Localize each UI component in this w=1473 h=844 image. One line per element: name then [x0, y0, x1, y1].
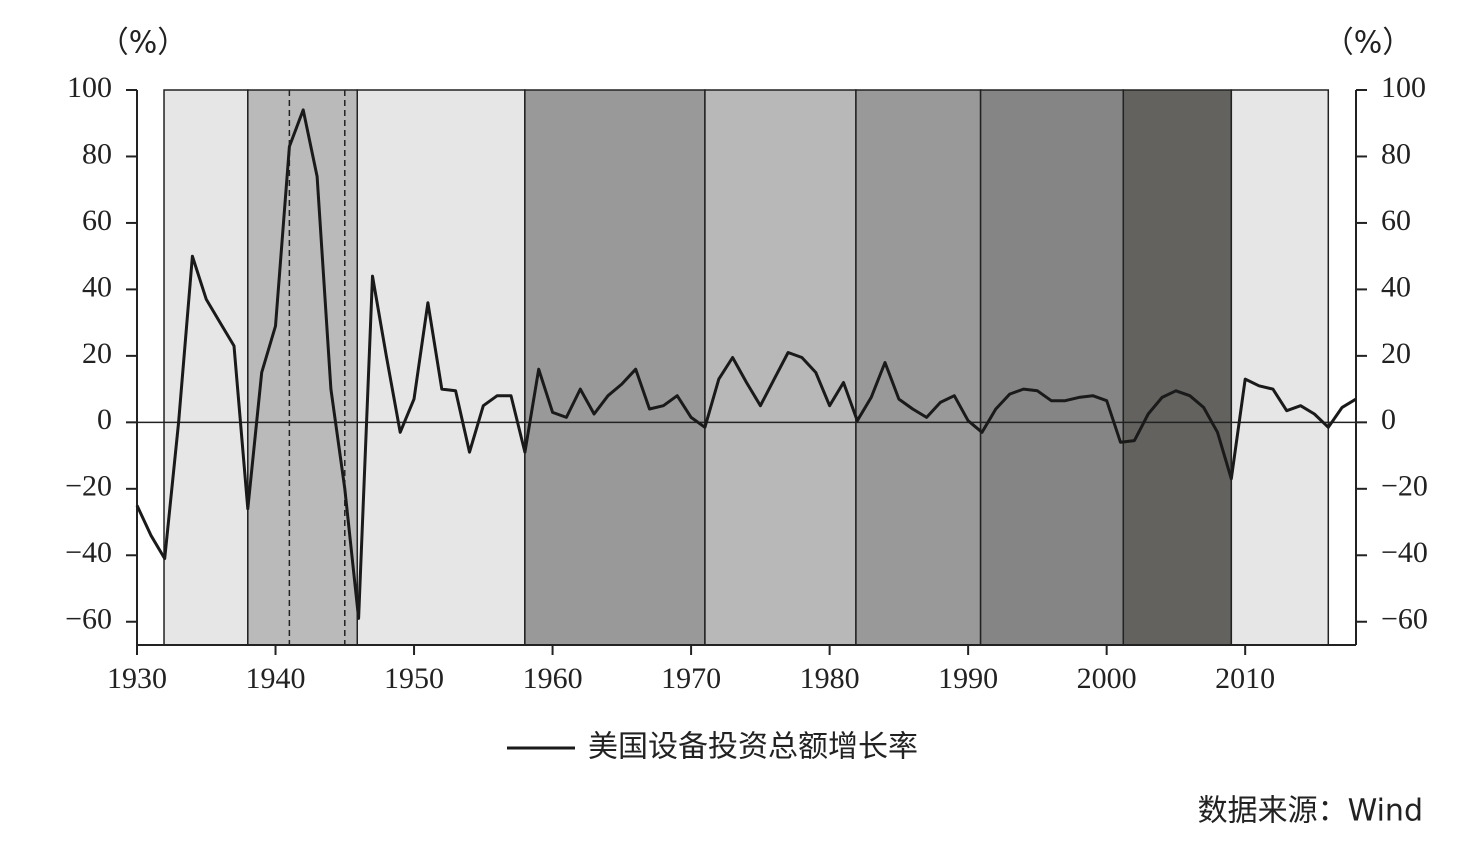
x-tick-label: 1980	[800, 662, 860, 695]
y2-tick-label: 20	[1381, 337, 1411, 370]
y2-tick-label: 80	[1381, 137, 1411, 170]
y2-tick-label: −60	[1381, 603, 1428, 636]
x-tick-label: 1940	[246, 662, 306, 695]
y2-tick-label: 100	[1381, 71, 1426, 104]
x-tick-label: 1950	[384, 662, 444, 695]
y-tick-label: 80	[82, 137, 112, 170]
y-tick-label: −20	[65, 470, 112, 503]
period-band	[524, 89, 706, 646]
y2-tick-label: −40	[1381, 536, 1428, 569]
y2-tick-label: 40	[1381, 270, 1411, 303]
y2-tick-label: 0	[1381, 403, 1396, 436]
period-band	[855, 89, 982, 646]
period-band	[356, 89, 526, 646]
y-tick-label: 0	[97, 403, 112, 436]
y-tick-label: 20	[82, 337, 112, 370]
x-tick-label: 1970	[661, 662, 721, 695]
period-band	[979, 89, 1125, 646]
x-tick-label: 1930	[107, 662, 167, 695]
x-tick-label: 1990	[938, 662, 998, 695]
x-tick-label: 2000	[1077, 662, 1137, 695]
period-band	[1230, 89, 1330, 646]
legend-label: 美国设备投资总额增长率	[588, 730, 918, 765]
period-band	[1122, 89, 1233, 646]
x-tick-label: 2010	[1215, 662, 1275, 695]
y2-axis-label: （%）	[1324, 26, 1413, 61]
source-note: 数据来源：Wind	[1198, 794, 1423, 829]
y-axis-label: （%）	[99, 26, 188, 61]
x-tick-label: 1960	[523, 662, 583, 695]
y2-tick-label: −20	[1381, 470, 1428, 503]
y-tick-label: −40	[65, 536, 112, 569]
y2-tick-label: 60	[1381, 204, 1411, 237]
y-tick-label: 100	[67, 71, 112, 104]
data-line	[135, 108, 1357, 620]
y-tick-label: 40	[82, 270, 112, 303]
y-tick-label: −60	[65, 603, 112, 636]
period-band	[163, 89, 249, 646]
period-band	[247, 89, 359, 646]
y-tick-label: 60	[82, 204, 112, 237]
